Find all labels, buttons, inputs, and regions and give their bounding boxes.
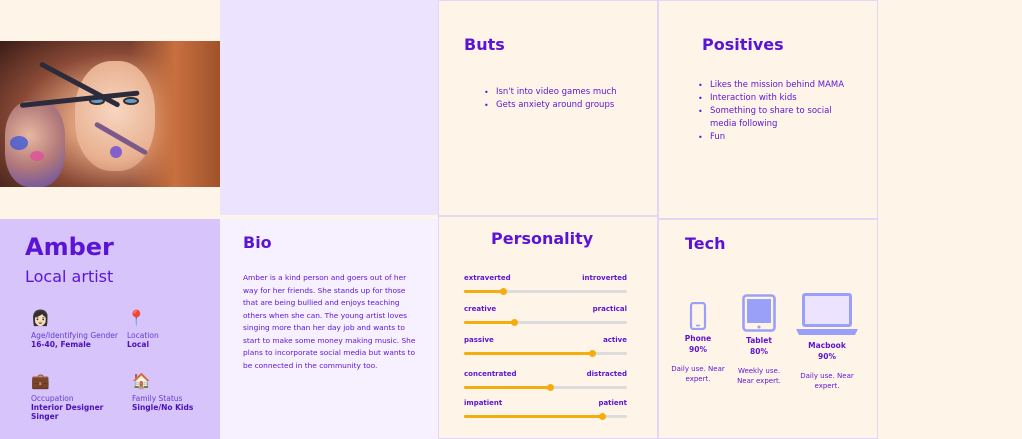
woman-emoji-icon: 👩🏻 [31,309,50,327]
trait-left-label: extraverted [464,274,511,282]
persona-photo [0,41,220,187]
list-item: Something to share to social media follo… [696,105,846,131]
trait-left-label: concentrated [464,370,517,378]
list-item: Interaction with kids [696,92,846,105]
device-desc: Weekly use. Near expert. [737,367,781,385]
fact-value-2: Singer [31,412,59,421]
slider-knob [499,288,507,295]
slider-track [464,288,627,295]
slider-fill [464,386,551,389]
trait-left-label: creative [464,305,497,313]
slider-fill [464,415,603,418]
bio-panel: Bio Amber is a kind person and goers out… [220,219,438,439]
trait-left-label: passive [464,336,494,344]
laptop-icon [796,293,858,335]
fact-family-status: 🏠 Family Status Single/No Kids [132,372,217,412]
slider-knob [589,350,597,357]
fact-value: Single/No Kids [132,403,194,412]
personality-title: Personality [491,229,594,248]
bio-title: Bio [243,233,272,252]
slider-track [464,350,627,357]
slider-fill [464,352,593,355]
slider-track [464,319,627,326]
trait-right-label: active [603,336,627,344]
fact-occupation: 💼 Occupation Interior Designer Singer [31,372,126,421]
fact-label: Family Status [132,394,183,403]
slider-fill [464,290,504,293]
list-item: Gets anxiety around groups [482,99,657,112]
list-item: Likes the mission behind MAMA [696,79,846,92]
device-name: Macbook [808,341,846,350]
device-desc: Daily use. Near expert. [671,365,725,383]
house-icon: 🏠 [132,372,151,390]
pin-icon: 📍 [127,309,146,327]
slider-track [464,413,627,420]
fact-label: Occupation [31,394,74,403]
buts-panel: Buts Isn't into video games much Gets an… [438,0,658,216]
device-laptop: Macbook 90% Daily use. Near expert. [795,291,859,391]
trait-right-label: introverted [582,274,627,282]
trait-right-label: distracted [586,370,627,378]
persona-card: Amber Local artist [0,219,220,439]
device-phone: Phone 90% Daily use. Near expert. [670,302,726,384]
tablet-icon [742,294,776,332]
trait-right-label: practical [592,305,627,313]
personality-panel: Personality [438,216,658,439]
slider-fill [464,321,515,324]
slider-knob [546,384,554,391]
bio-text: Amber is a kind person and goers out of … [243,273,416,370]
device-desc: Daily use. Near expert. [800,372,854,390]
briefcase-icon: 💼 [31,372,50,390]
slider-track [464,384,627,391]
fact-label: Age/Identifying Gender [31,331,118,340]
persona-name: Amber [25,233,114,261]
fact-value: 16-40, Female [31,340,91,349]
list-item: Fun [696,131,846,144]
phone-icon [689,302,707,330]
slider-knob [599,413,607,420]
fact-age-gender: 👩🏻 Age/Identifying Gender 16-40, Female [31,309,126,349]
slider-knob [511,319,519,326]
fact-value: Interior Designer [31,403,104,412]
device-name: Phone [684,334,712,343]
trait-left-label: impatient [464,399,503,407]
fact-value: Local [127,340,150,349]
fact-location: 📍 Location Local [127,309,207,349]
device-tablet: Tablet 80% Weekly use. Near expert. [732,294,786,386]
device-name: Tablet [746,336,772,345]
buts-title: Buts [464,35,505,54]
device-percent: 90% [689,345,707,354]
blank-panel [220,0,438,215]
device-percent: 90% [818,352,836,361]
fact-label: Location [127,331,159,340]
positives-panel: Positives Likes the mission behind MAMA … [658,0,878,219]
positives-title: Positives [702,35,784,54]
list-item: Isn't into video games much [482,86,657,99]
persona-role: Local artist [25,267,114,286]
trait-right-label: patient [598,399,627,407]
tech-title: Tech [685,234,726,253]
device-percent: 80% [750,347,768,356]
